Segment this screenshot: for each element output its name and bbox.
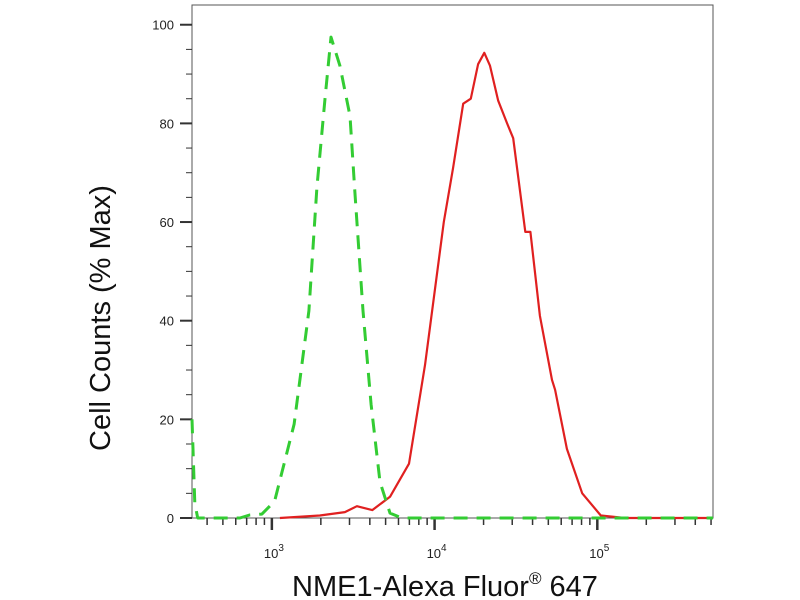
- x-tick-label: 105: [589, 543, 609, 561]
- x-tick-exponent: 4: [441, 543, 447, 554]
- x-tick-exponent: 5: [604, 543, 610, 554]
- x-tick-label: 103: [264, 543, 284, 561]
- sample-histogram-line: [279, 51, 713, 520]
- control-histogram-line: [190, 35, 713, 520]
- x-axis-title: NME1-Alexa Fluor® 647: [292, 569, 598, 600]
- y-tick-label: 80: [160, 116, 174, 131]
- y-tick-label: 60: [160, 215, 174, 230]
- x-tick-base: 10: [427, 546, 441, 561]
- y-tick-label: 40: [160, 314, 174, 329]
- x-tick-exponent: 3: [278, 543, 284, 554]
- x-axis-title-suffix: 647: [541, 571, 597, 600]
- y-tick-label: 0: [167, 511, 174, 526]
- x-tick-base: 10: [589, 546, 603, 561]
- x-axis-title-main: NME1-Alexa Fluor: [292, 571, 529, 600]
- y-tick-label: 20: [160, 412, 174, 427]
- plot-frame: [191, 4, 714, 519]
- y-axis-title: Cell Counts (% Max): [85, 185, 117, 451]
- x-tick-base: 10: [264, 546, 278, 561]
- x-axis-title-registered: ®: [529, 569, 542, 588]
- x-tick-label: 104: [427, 543, 447, 561]
- series-group: [190, 35, 713, 520]
- y-tick-label: 100: [152, 18, 174, 33]
